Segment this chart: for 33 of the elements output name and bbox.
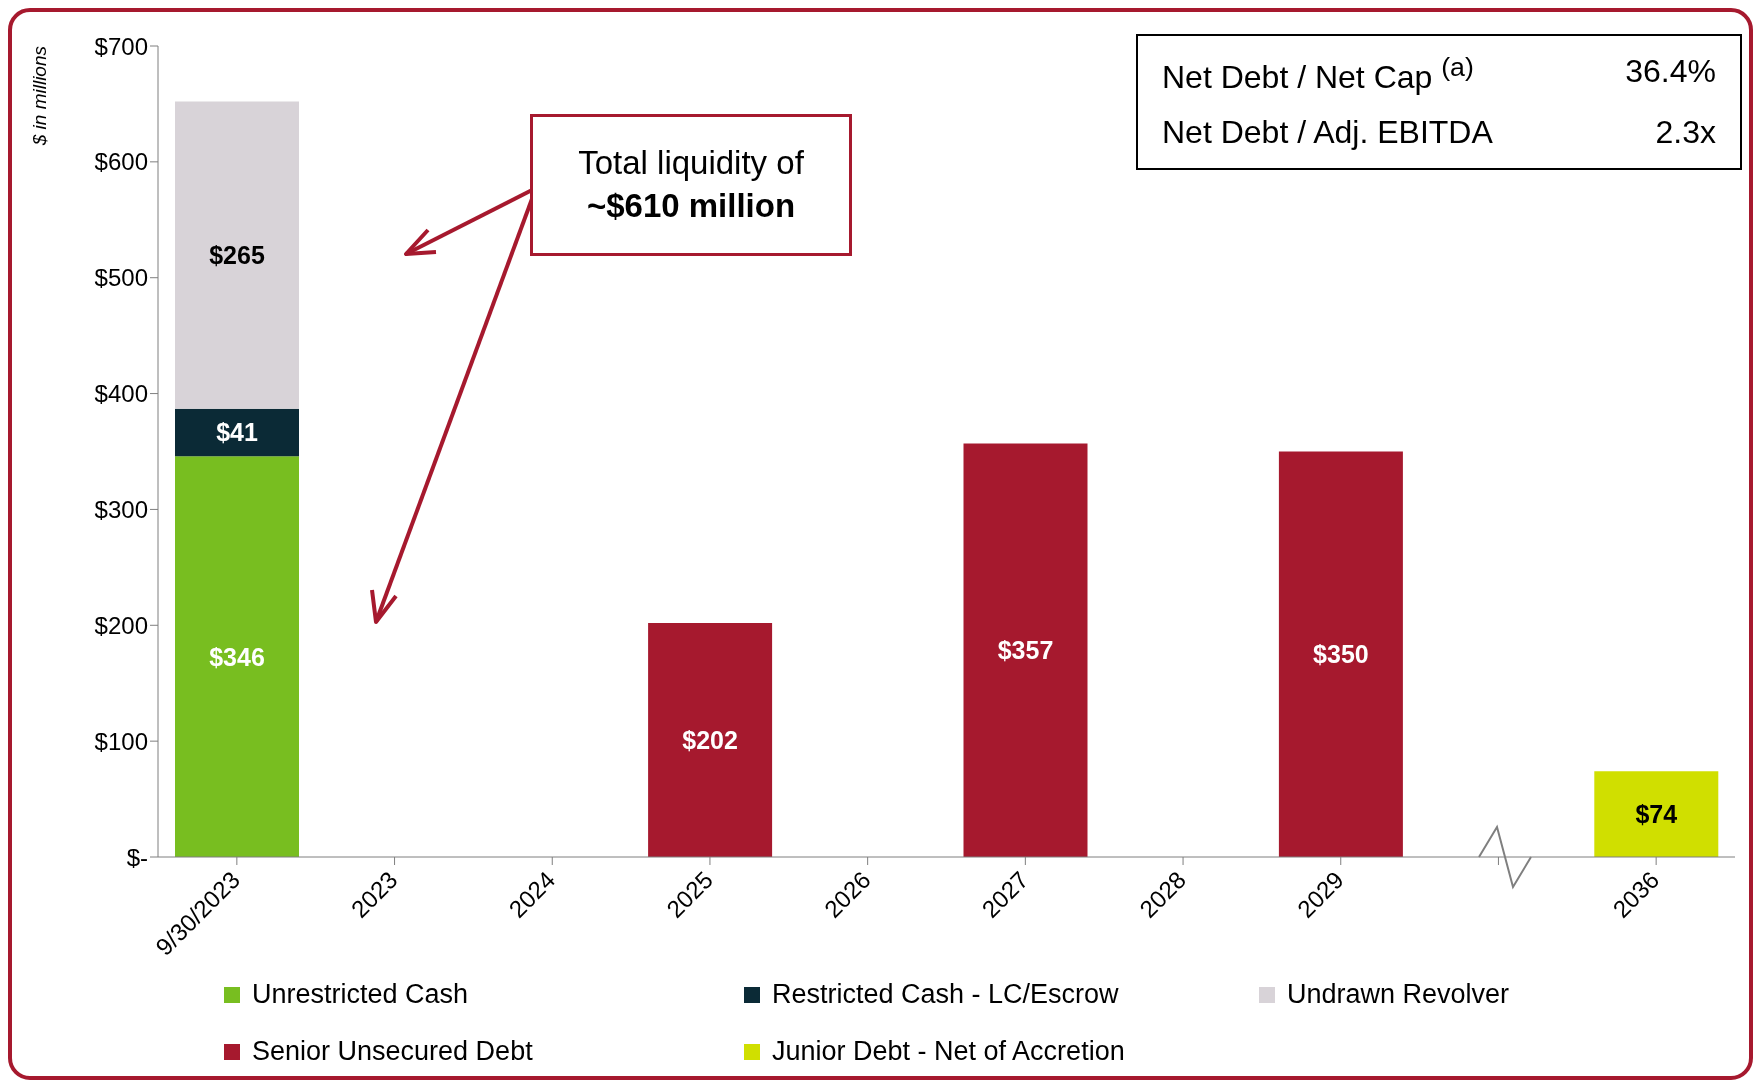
y-tick-label: $700 (94, 32, 148, 60)
y-tick-label: $600 (94, 148, 148, 176)
data-label: $74 (1635, 800, 1678, 829)
bar (175, 408, 299, 457)
annotation: Net Debt / Adj. EBITDA (1162, 114, 1493, 151)
legend-label: Undrawn Revolver (1287, 979, 1510, 1010)
y-tick-label: $- (126, 843, 148, 871)
legend-label: Restricted Cash - LC/Escrow (772, 979, 1119, 1010)
annotation: 2.3x (1655, 114, 1716, 151)
data-label: $265 (209, 241, 265, 270)
y-tick-label: $200 (94, 611, 148, 639)
bar (175, 101, 299, 409)
data-label: $350 (1313, 640, 1369, 669)
annotation: Total liquidity of ~$610 million (578, 144, 804, 224)
annotation: 36.4% (1625, 52, 1716, 89)
y-axis-title: $ in millions (29, 45, 50, 147)
y-tick-label: $100 (94, 727, 148, 755)
bar (963, 443, 1088, 857)
annotation: Net Debt / Net Cap $^{(a)}$ (1162, 52, 1474, 96)
y-tick-label: $300 (94, 495, 148, 523)
bar (648, 622, 773, 857)
bar (1594, 771, 1719, 857)
y-tick-label: $400 (94, 380, 148, 408)
legend-label: Senior Unsecured Debt (252, 1036, 533, 1067)
data-label: $41 (216, 418, 258, 447)
y-tick-label: $500 (94, 264, 148, 292)
data-label: $202 (682, 725, 738, 754)
bar (1278, 451, 1403, 857)
data-label: $346 (209, 642, 265, 671)
data-label: $357 (997, 636, 1054, 665)
legend-label: Unrestricted Cash (252, 979, 469, 1010)
bar (175, 456, 299, 857)
legend-label: Junior Debt - Net of Accretion (772, 1036, 1125, 1067)
